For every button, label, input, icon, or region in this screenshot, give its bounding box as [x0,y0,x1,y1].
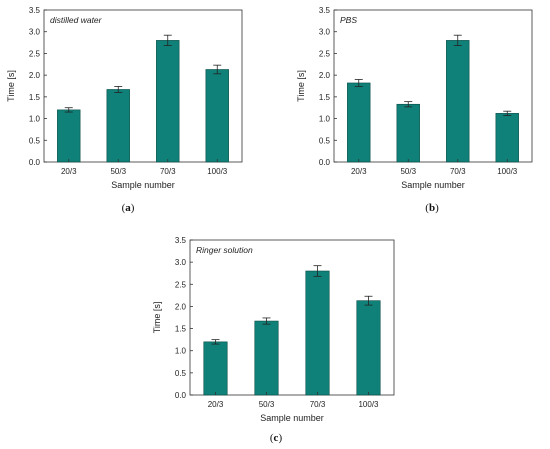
x-tick-label: 70/3 [160,167,176,176]
x-tick-label: 100/3 [358,400,379,409]
bar-100-3 [495,113,519,163]
y-tick-label: 1.5 [319,93,331,102]
y-axis-label: Time [s] [296,70,306,102]
y-tick-label: 2.0 [29,71,41,80]
bar-70-3 [305,270,330,396]
y-tick-label: 1.0 [175,347,187,356]
bar-20-3 [57,109,81,163]
y-tick-label: 0.5 [175,369,187,378]
panel-caption: (c) [270,432,283,444]
panel-caption-letter: c [274,432,279,444]
y-tick-label: 0.5 [319,136,331,145]
chart-panel-b: 0.0 0.5 1.0 1.5 2.0 2.5 3.0 3.5 20/3 50/3 70/3 100/… [296,6,533,214]
y-tick-label: 2.5 [175,280,187,289]
plot-frame [43,9,243,163]
panel-caption: (b) [425,202,439,214]
y-tick-label: 0.5 [29,136,41,145]
y-tick-label: 2.5 [29,49,41,58]
x-tick-label: 20/3 [351,167,367,176]
chart-panel-c: 0.0 0.5 1.0 1.5 2.0 2.5 3.0 3.5 20/3 50/3 70/3 100/… [152,236,395,444]
x-tick-label: 50/3 [259,400,275,409]
y-tick-label: 2.0 [175,302,187,311]
y-tick-label: 2.5 [319,49,331,58]
y-tick-label: 2.0 [319,71,331,80]
panel-caption-letter: a [125,202,131,214]
panel-caption: (a) [122,202,135,214]
panel-annotation: Ringer solution [196,245,253,255]
bar-100-3 [205,69,229,163]
bar-20-3 [347,82,371,163]
bar-50-3 [106,89,130,163]
x-axis-label: Sample number [260,413,324,423]
y-axis-label: Time [s] [6,70,16,102]
y-tick-label: 1.5 [29,93,41,102]
panel-caption-letter: b [429,202,435,214]
panel-annotation: distilled water [50,15,103,25]
y-tick-label: 0.0 [29,158,41,167]
x-tick-label: 20/3 [208,400,224,409]
x-tick-label: 100/3 [207,167,228,176]
y-tick-label: 1.5 [175,325,187,334]
y-tick-label: 1.0 [319,115,331,124]
chart-panel-a: 0.0 0.5 1.0 1.5 2.0 2.5 3.0 3.5 20/3 50/3 70/3 100/… [6,6,243,214]
x-axis-label: Sample number [111,180,175,190]
y-tick-label: 0.0 [319,158,331,167]
y-tick-label: 3.5 [29,6,41,15]
x-tick-label: 70/3 [450,167,466,176]
bar-50-3 [254,320,279,396]
bar-70-3 [156,40,180,163]
x-tick-label: 50/3 [110,167,126,176]
panel-annotation: PBS [340,15,357,25]
y-tick-label: 3.5 [319,6,331,15]
y-tick-label: 0.0 [175,391,187,400]
bar-50-3 [396,103,420,163]
x-tick-label: 20/3 [61,167,77,176]
y-tick-label: 3.5 [175,236,187,245]
plot-frame [189,239,395,396]
bar-70-3 [446,40,470,163]
bar-100-3 [356,300,381,396]
y-tick-label: 3.0 [29,28,41,37]
y-tick-label: 3.0 [175,258,187,267]
x-tick-label: 50/3 [400,167,416,176]
y-tick-label: 3.0 [319,28,331,37]
y-axis-label: Time [s] [152,302,162,334]
x-tick-label: 100/3 [497,167,518,176]
x-axis-label: Sample number [401,180,465,190]
x-tick-label: 70/3 [310,400,326,409]
bar-20-3 [203,341,228,396]
plot-frame [333,9,533,163]
y-tick-label: 1.0 [29,115,41,124]
